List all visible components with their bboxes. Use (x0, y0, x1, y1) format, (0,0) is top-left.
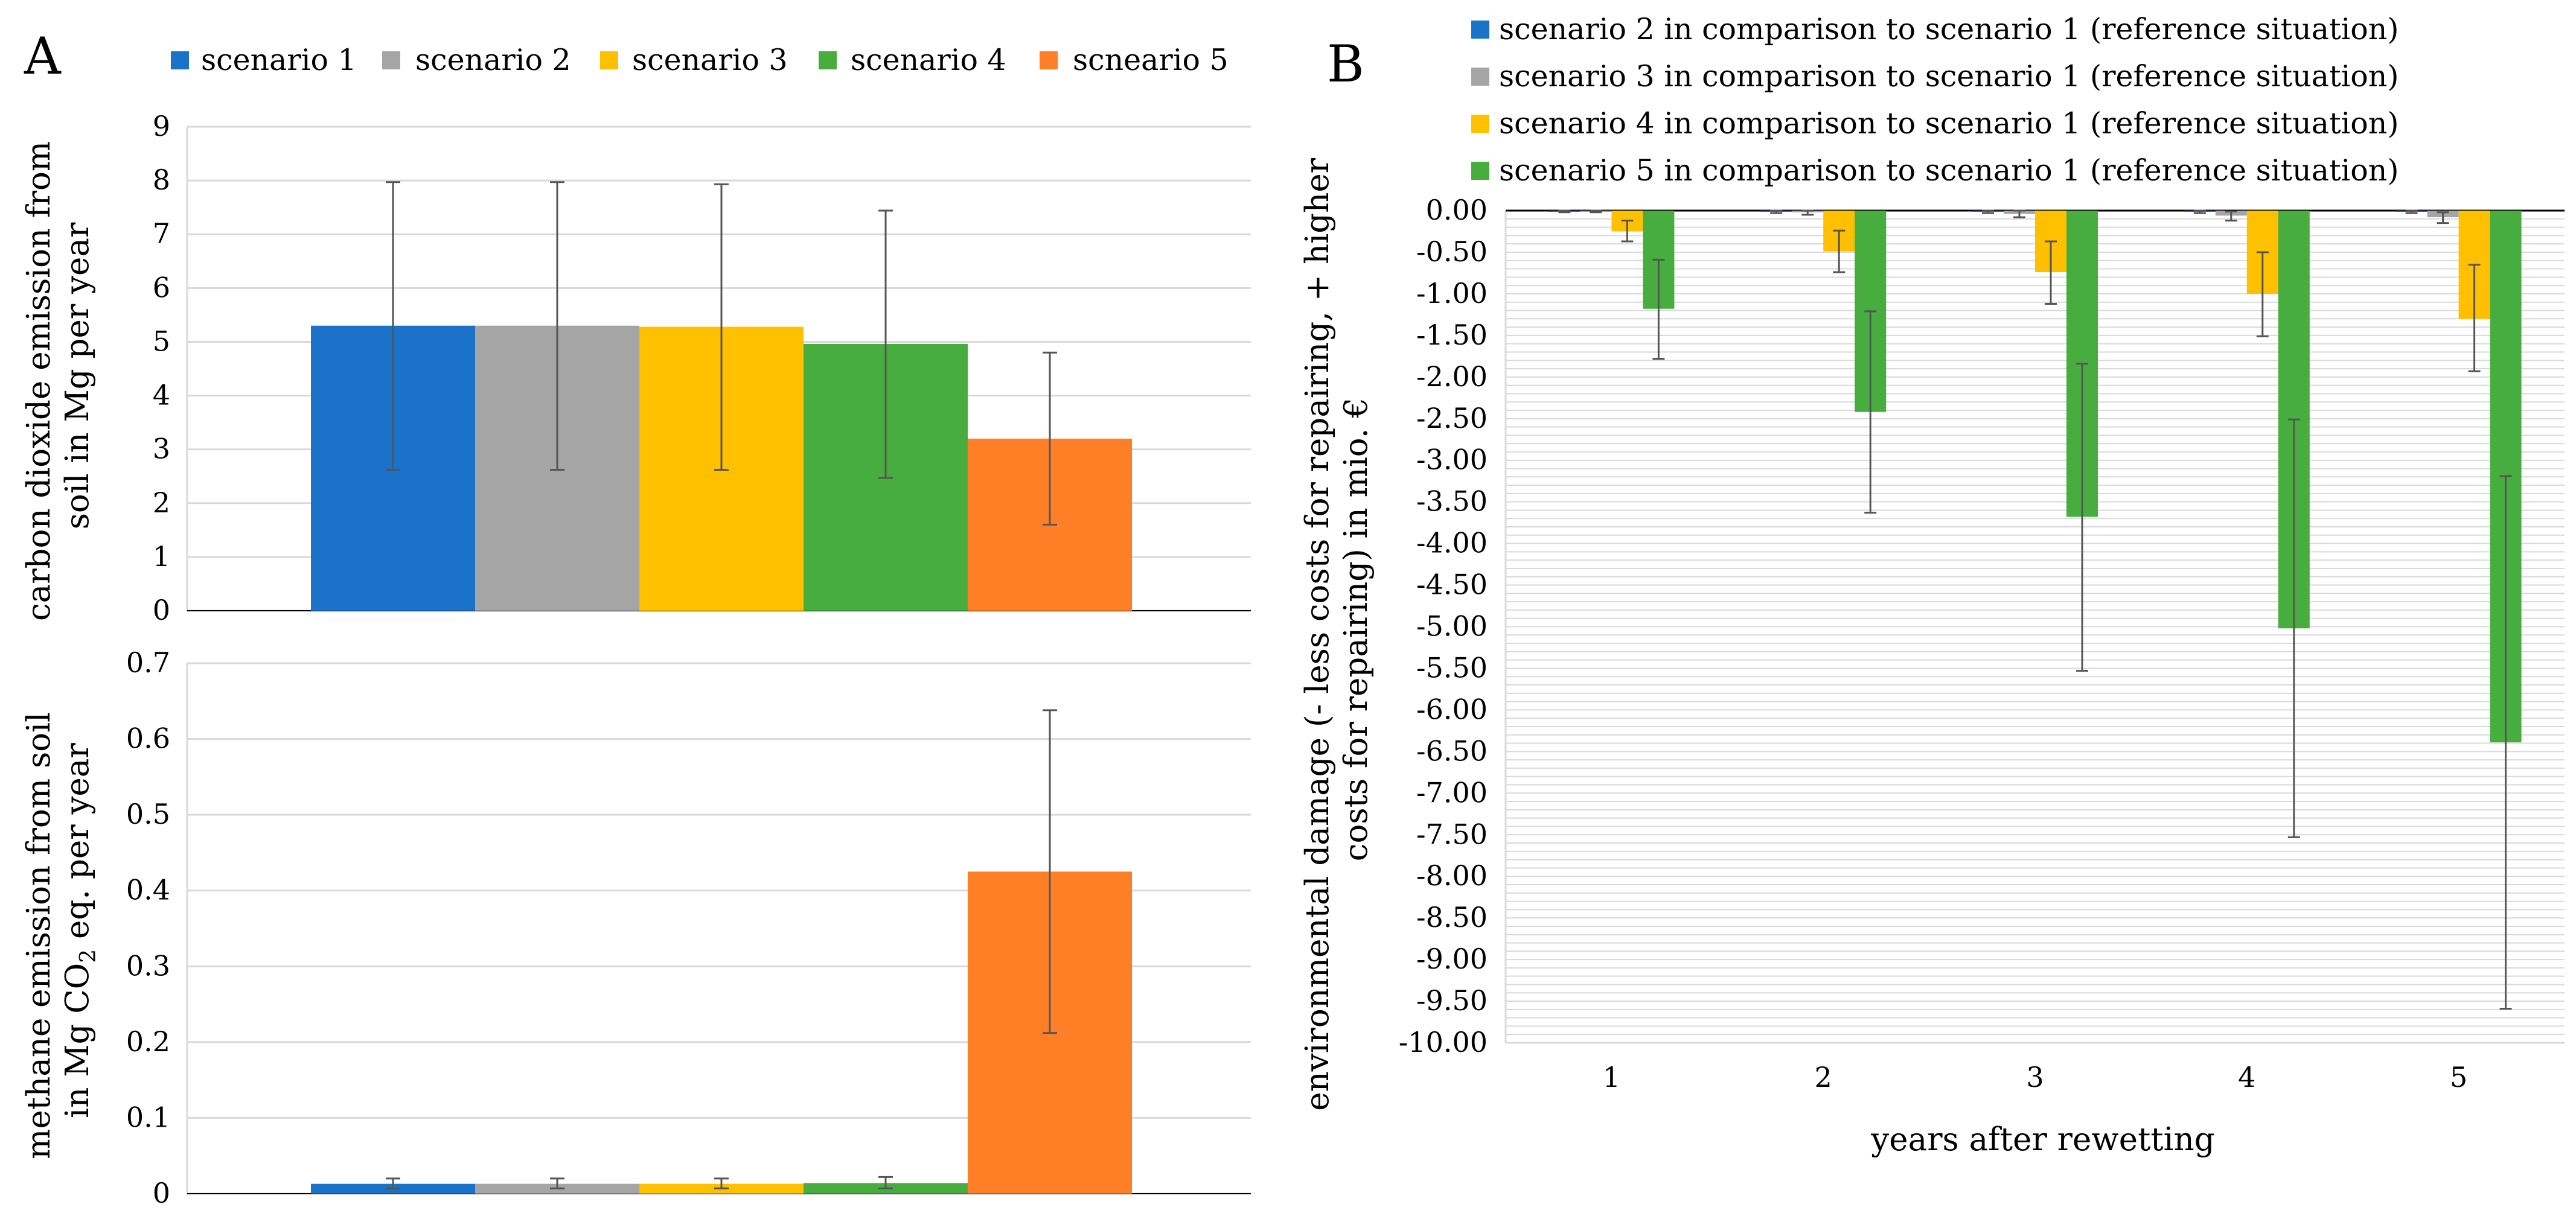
legend-a-swatch-1 (171, 51, 189, 69)
a-bottom-ytick-label-1: 0.1 (126, 1101, 170, 1133)
b-ytick-label-6: -3.00 (1416, 444, 1488, 476)
a-top-ytick-label-1: 1 (153, 540, 170, 573)
a-bottom-ytick-label-0: 0 (153, 1177, 170, 1209)
b-ytick-label-0: 0.00 (1426, 194, 1488, 226)
legend-a-swatch-5 (1040, 51, 1058, 69)
a-top-ytick-label-7: 7 (153, 217, 170, 250)
legend-b-label-3: scenario 4 in comparison to scenario 1 (… (1499, 106, 2399, 141)
b-ytick-label-8: -4.00 (1416, 527, 1488, 559)
b-ytick-label-12: -6.00 (1416, 693, 1488, 725)
a-top-ytick-label-5: 5 (153, 325, 170, 357)
chart-a-bottom: 0 0.1 0.2 0.3 0.4 0.5 0.6 0.7 (126, 646, 1251, 1209)
a-top-ylabel: carbon dioxide emission from soil in Mg … (21, 131, 96, 621)
a-bottom-ytick-label-7: 0.7 (126, 646, 170, 679)
b-ytick-label-18: -9.00 (1416, 943, 1488, 975)
legend-a: scenario 1 scenario 2 scenario 3 scenari… (171, 43, 1229, 77)
legend-a-label-4: scenario 4 (851, 43, 1006, 77)
b-ytick-label-10: -5.00 (1416, 610, 1488, 643)
chart-b: 0.00 -0.50 -1.00 -1.50 -2.00 -2.50 -3.00 -3.50 -… (1399, 194, 2565, 1093)
a-top-ytick-label-8: 8 (153, 164, 170, 196)
legend-a-swatch-3 (600, 51, 618, 69)
panel-label-a: A (24, 27, 62, 86)
b-xtick-label-5: 5 (2450, 1061, 2467, 1093)
b-xtick-label-2: 2 (1815, 1061, 1832, 1093)
chart-a-top: 0 1 2 3 4 5 6 7 8 9 (153, 110, 1251, 626)
b-ytick-label-11: -5.50 (1416, 651, 1488, 684)
a-bottom-ytick-label-5: 0.5 (126, 798, 170, 830)
panel-label-b: B (1327, 34, 1364, 94)
legend-a-swatch-2 (382, 51, 400, 69)
legend-a-label-5: scneario 5 (1073, 43, 1229, 77)
b-ytick-label-19: -9.50 (1416, 984, 1488, 1017)
b-ytick-label-14: -7.00 (1416, 776, 1488, 809)
b-ytick-label-4: -2.00 (1416, 360, 1488, 393)
b-xtick-label-3: 3 (2026, 1061, 2044, 1093)
a-top-ytick-label-6: 6 (153, 271, 170, 304)
a-bottom-ylabel: methane emission from soil in Mg CO2 eq.… (21, 702, 101, 1159)
a-top-ytick-label-3: 3 (153, 433, 170, 465)
legend-b-label-4: scenario 5 in comparison to scenario 1 (… (1499, 153, 2399, 188)
b-ytick-label-20: -10.00 (1399, 1026, 1488, 1058)
b-ytick-label-17: -8.50 (1416, 901, 1488, 934)
legend-a-label-3: scenario 3 (632, 43, 788, 77)
legend-b-label-2: scenario 3 in comparison to scenario 1 (… (1499, 59, 2399, 94)
a-bottom-ytick-label-3: 0.3 (126, 949, 170, 982)
legend-b-label-1: scenario 2 in comparison to scenario 1 (… (1499, 12, 2399, 46)
legend-b-swatch-4 (1471, 162, 1489, 180)
legend-b-swatch-1 (1471, 21, 1489, 39)
a-top-ytick-label-9: 9 (153, 110, 170, 142)
legend-b: scenario 2 in comparison to scenario 1 (… (1471, 12, 2399, 188)
b-xlabel: years after rewetting (1870, 1121, 2214, 1158)
a-bottom-ytick-label-4: 0.4 (126, 874, 170, 906)
legend-b-swatch-2 (1471, 68, 1489, 86)
b-ytick-label-2: -1.00 (1416, 277, 1488, 310)
a-top-ytick-label-2: 2 (153, 486, 170, 519)
legend-b-swatch-3 (1471, 115, 1489, 133)
b-ytick-label-3: -1.50 (1416, 319, 1488, 351)
b-ytick-label-16: -8.00 (1416, 859, 1488, 892)
b-ytick-label-5: -2.50 (1416, 402, 1488, 434)
b-ylabel: environmental damage (- less costs for r… (1299, 148, 1375, 1111)
b-ytick-label-7: -3.50 (1416, 485, 1488, 518)
a-top-ytick-label-0: 0 (153, 594, 170, 626)
b-ytick-label-13: -6.50 (1416, 734, 1488, 767)
b-xtick-label-1: 1 (1603, 1061, 1620, 1093)
a-top-ytick-label-4: 4 (153, 379, 170, 412)
legend-a-label-2: scenario 2 (415, 43, 571, 77)
b-ytick-label-1: -0.50 (1416, 235, 1488, 268)
a-bottom-ytick-label-6: 0.6 (126, 722, 170, 755)
legend-a-swatch-4 (819, 51, 837, 69)
b-ytick-label-15: -7.50 (1416, 818, 1488, 850)
legend-a-label-1: scenario 1 (201, 43, 357, 77)
a-bottom-ytick-label-2: 0.2 (126, 1025, 170, 1058)
b-ytick-label-9: -4.50 (1416, 568, 1488, 601)
b-xtick-label-4: 4 (2238, 1061, 2255, 1093)
